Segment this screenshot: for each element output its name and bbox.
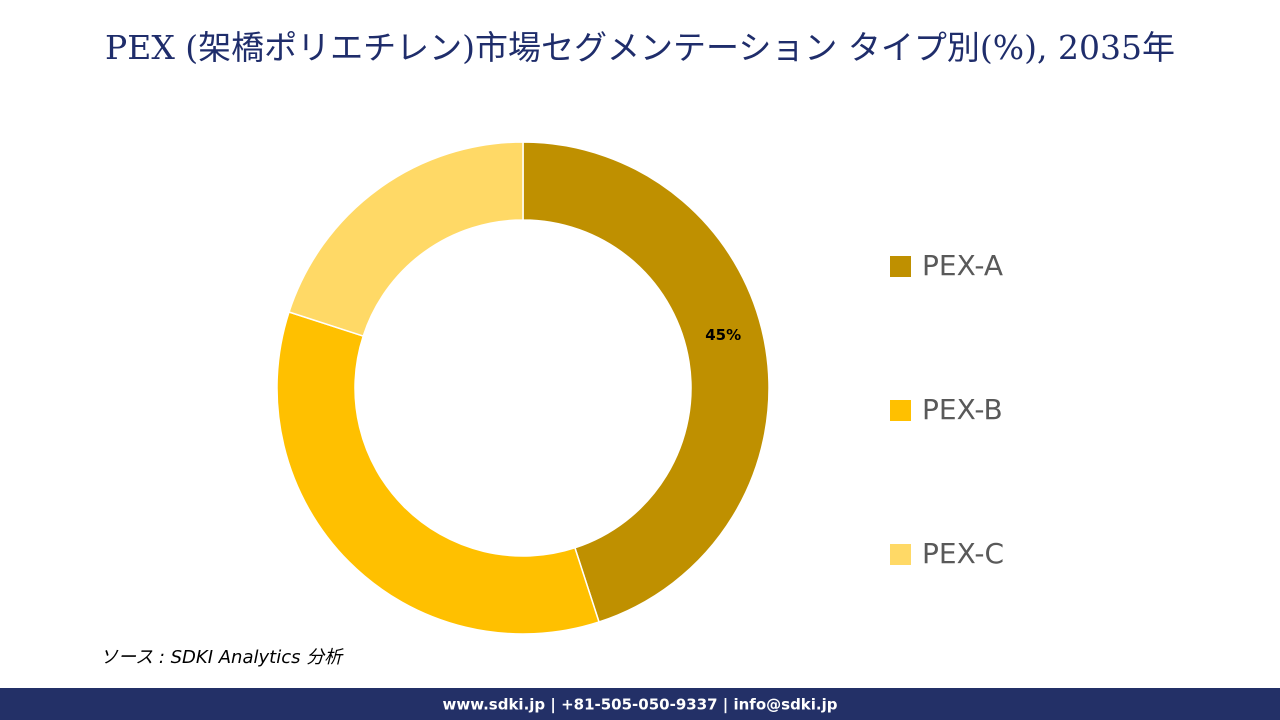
legend-label: PEX-B: [922, 393, 1003, 426]
legend-label: PEX-A: [922, 249, 1003, 282]
data-label: 45%: [705, 326, 741, 344]
legend-swatch: [890, 256, 911, 277]
legend-swatch: [890, 400, 911, 421]
footer-bar: [0, 688, 1280, 720]
chart-title: PEX (架橋ポリエチレン)市場セグメンテーション タイプ別(%), 2035年: [105, 28, 1175, 67]
legend-swatch: [890, 544, 911, 565]
donut-segment: [522, 141, 770, 623]
donut-segment: [288, 141, 524, 338]
legend-label: PEX-C: [922, 537, 1004, 570]
donut-segment: [276, 311, 600, 635]
source-note: ソース : SDKI Analytics 分析: [100, 647, 344, 668]
footer-text: www.sdki.jp | +81-505-050-9337 | info@sd…: [442, 696, 837, 715]
